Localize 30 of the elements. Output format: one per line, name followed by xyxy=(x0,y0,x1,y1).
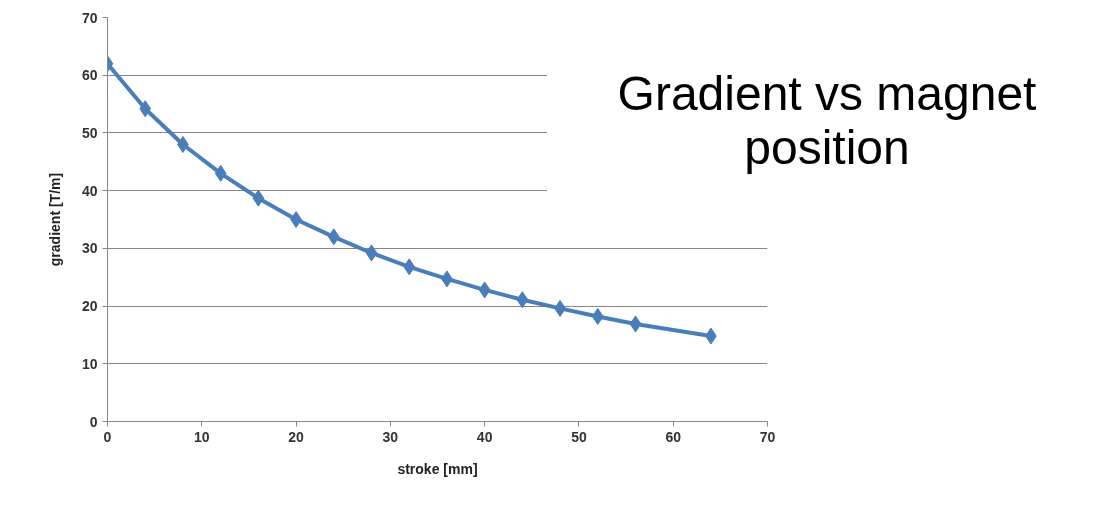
y-tick-label: 40 xyxy=(81,182,98,199)
point xyxy=(139,100,152,118)
point xyxy=(214,164,227,182)
x-axis-title: stroke [mm] xyxy=(397,460,478,477)
y-tick-label: 20 xyxy=(81,298,98,315)
point xyxy=(591,307,604,325)
x-tick-label: 30 xyxy=(382,428,399,445)
x-tick-label: 50 xyxy=(571,428,587,445)
x-tick-label: 60 xyxy=(665,428,682,445)
y-axis-title: gradient [T/m] xyxy=(46,172,63,267)
point xyxy=(516,291,529,309)
text: Gradient vs magnet position xyxy=(617,67,1037,175)
y-tick-label: 70 xyxy=(81,9,98,26)
point xyxy=(629,315,642,333)
x-tick-label: 40 xyxy=(476,428,493,445)
point xyxy=(403,258,416,276)
point xyxy=(478,281,491,299)
point xyxy=(290,211,302,228)
y-tick-label: 50 xyxy=(81,124,98,141)
x-tick-label: 0 xyxy=(103,428,112,445)
point xyxy=(327,228,340,246)
x-tick-label: 20 xyxy=(288,428,305,445)
y-tick-label: 60 xyxy=(81,67,98,84)
x-tick-label: 70 xyxy=(759,428,776,445)
y-tick-label: 0 xyxy=(89,413,98,430)
x-tick-label: 10 xyxy=(194,428,210,445)
point xyxy=(252,189,265,207)
y-tick-label: 30 xyxy=(81,240,98,257)
y-tick-label: 10 xyxy=(81,355,98,372)
point xyxy=(365,244,378,262)
